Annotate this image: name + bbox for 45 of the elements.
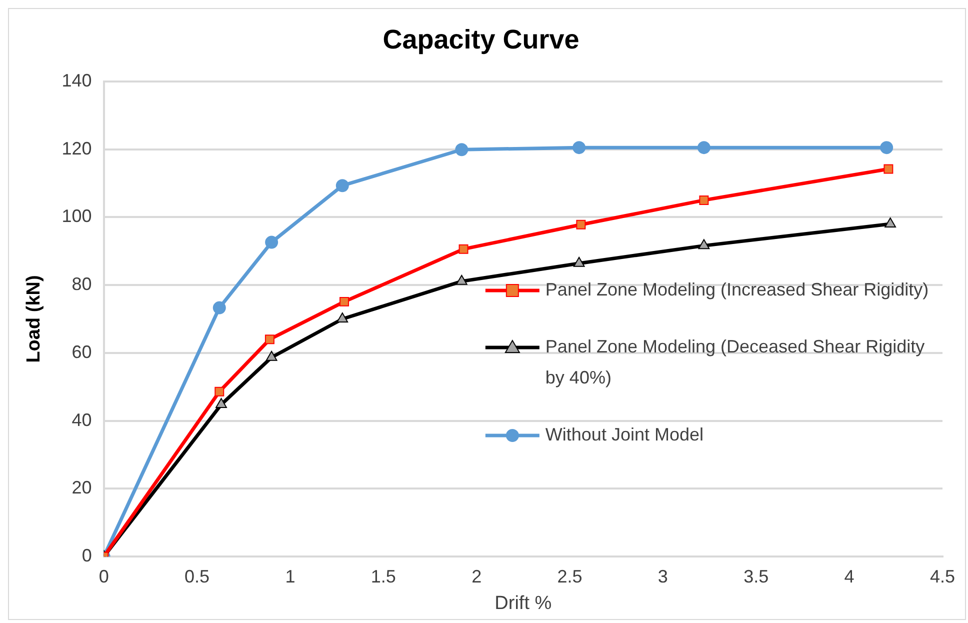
- legend-label: Panel Zone Modeling (Increased Shear Rigidity): [545, 279, 929, 300]
- y-tick-label: 0: [82, 546, 92, 566]
- legend-label: Without Joint Model: [545, 424, 704, 444]
- point: [697, 141, 710, 154]
- point: [340, 296, 349, 306]
- point: [214, 386, 224, 396]
- x-tick-label: 0.5: [184, 566, 210, 586]
- y-tick-label: 20: [72, 478, 92, 498]
- x-tick-label: 3.5: [744, 566, 769, 586]
- y-tick-label: 60: [72, 342, 92, 362]
- x-tick-label: 2.5: [557, 566, 582, 586]
- point: [884, 217, 896, 228]
- x-axis-title: Drift %: [494, 592, 552, 614]
- point: [572, 141, 586, 154]
- point: [455, 143, 468, 156]
- point: [264, 334, 274, 344]
- y-tick-label: 40: [72, 410, 92, 430]
- point: [458, 244, 468, 254]
- x-tick-label: 2: [472, 566, 482, 586]
- x-tick-label: 4.5: [930, 566, 956, 586]
- point: [884, 164, 894, 174]
- y-axis-title: Load (kN): [24, 275, 45, 363]
- point: [573, 256, 585, 267]
- y-tick-label: 80: [72, 274, 92, 294]
- point: [336, 312, 348, 322]
- y-tick-label: 100: [62, 206, 92, 226]
- x-tick-label: 3: [658, 566, 668, 586]
- point: [456, 274, 468, 285]
- x-tick-label: 4: [844, 566, 854, 586]
- point: [880, 141, 894, 154]
- point: [699, 195, 709, 205]
- point: [216, 398, 227, 408]
- point: [336, 179, 349, 192]
- point: [576, 220, 586, 230]
- chart-title: Capacity Curve: [382, 24, 580, 55]
- y-tick-label: 140: [62, 70, 92, 90]
- point: [265, 236, 278, 249]
- point: [212, 301, 226, 314]
- x-tick-label: 1: [285, 566, 296, 586]
- point: [266, 350, 278, 361]
- point: [698, 239, 710, 250]
- y-tick-label: 120: [62, 138, 92, 158]
- x-tick-label: 0: [98, 566, 109, 586]
- legend-label: Panel Zone Modeling (Deceased Shear Rigidity by 40%): [545, 336, 925, 388]
- x-tick-label: 1.5: [370, 566, 396, 586]
